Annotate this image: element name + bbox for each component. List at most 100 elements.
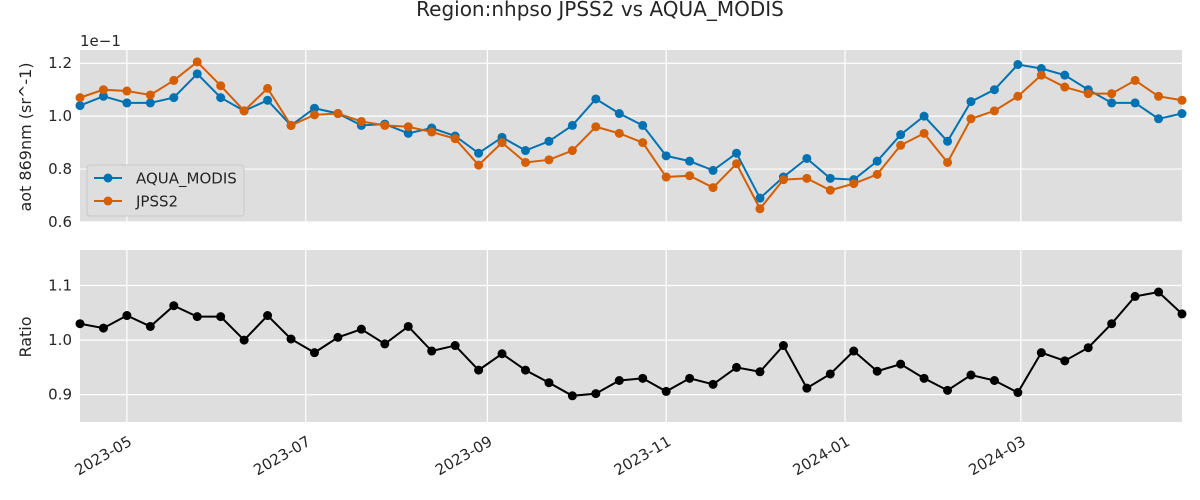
data-point-jpss2: [849, 179, 859, 189]
data-point-aqua-modis: [169, 93, 179, 103]
data-point-aqua-modis: [825, 173, 835, 183]
data-point-jpss2: [169, 75, 179, 85]
data-point-ratio: [872, 366, 882, 376]
y-tick-label: 1.1: [48, 276, 72, 294]
x-tick-label: 2023-07: [250, 432, 313, 479]
data-point-jpss2: [1130, 75, 1140, 85]
data-point-ratio: [825, 369, 835, 379]
data-point-aqua-modis: [638, 120, 648, 130]
data-point-aqua-modis: [263, 95, 273, 105]
data-point-jpss2: [216, 81, 226, 91]
top-plot-background: [80, 50, 1182, 222]
data-point-jpss2: [919, 128, 929, 138]
data-point-jpss2: [638, 138, 648, 148]
data-point-ratio: [896, 359, 906, 369]
data-point-jpss2: [1013, 91, 1023, 101]
data-point-aqua-modis: [403, 128, 413, 138]
data-point-aqua-modis: [802, 153, 812, 163]
x-tick-label: 2024-03: [966, 432, 1029, 479]
data-point-ratio: [239, 335, 249, 345]
data-point-aqua-modis: [661, 151, 671, 161]
data-point-aqua-modis: [896, 130, 906, 140]
data-point-ratio: [169, 301, 179, 311]
data-point-ratio: [614, 376, 624, 385]
y-tick-label: 0.6: [48, 213, 72, 231]
bottom-y-ticks: 0.9 1.0 1.1: [48, 276, 72, 403]
top-y-ticks: 0.6 0.8 1.0 1.2: [48, 54, 72, 231]
data-point-jpss2: [755, 204, 765, 214]
data-point-ratio: [403, 321, 413, 331]
data-point-jpss2: [309, 110, 319, 120]
legend-label-jpss2: JPSS2: [135, 193, 178, 211]
data-point-ratio: [520, 365, 530, 375]
data-point-ratio: [802, 383, 812, 393]
legend: AQUA_MODIS JPSS2: [86, 164, 245, 217]
data-point-jpss2: [1060, 82, 1070, 92]
data-point-jpss2: [122, 86, 132, 96]
data-point-ratio: [450, 341, 460, 351]
data-point-ratio: [497, 349, 507, 359]
data-point-ratio: [989, 376, 999, 385]
data-point-aqua-modis: [1060, 70, 1070, 80]
data-point-jpss2: [1177, 95, 1187, 105]
data-point-ratio: [356, 324, 366, 334]
top-offset-text: 1e−1: [80, 32, 121, 50]
data-point-aqua-modis: [872, 156, 882, 166]
data-point-jpss2: [708, 183, 718, 193]
data-point-ratio: [427, 346, 437, 356]
bottom-y-axis-label: Ratio: [16, 316, 35, 357]
data-point-ratio: [98, 323, 108, 333]
data-point-ratio: [145, 321, 155, 331]
data-point-jpss2: [98, 85, 108, 95]
data-point-jpss2: [239, 106, 249, 116]
data-point-ratio: [333, 332, 343, 342]
data-point-jpss2: [778, 175, 788, 185]
data-point-ratio: [216, 312, 226, 322]
data-point-ratio: [778, 341, 788, 351]
data-point-jpss2: [1083, 89, 1093, 99]
legend-box: [86, 164, 245, 217]
y-tick-label: 1.2: [48, 54, 72, 72]
data-point-aqua-modis: [919, 111, 929, 121]
x-tick-label: 2024-01: [790, 432, 853, 479]
data-point-ratio: [661, 386, 671, 396]
data-point-ratio: [1154, 287, 1164, 297]
data-point-aqua-modis: [145, 98, 155, 108]
bottom-grid: [80, 250, 1182, 422]
data-point-jpss2: [591, 122, 601, 132]
data-point-aqua-modis: [732, 148, 742, 158]
bottom-series: [75, 287, 1187, 401]
data-point-aqua-modis: [1013, 60, 1023, 70]
data-point-jpss2: [450, 134, 460, 144]
data-point-jpss2: [474, 160, 484, 170]
data-point-aqua-modis: [1154, 114, 1164, 124]
data-point-ratio: [638, 373, 648, 383]
data-point-aqua-modis: [1130, 98, 1140, 108]
bottom-panel: 0.91.01.1 Ratio 2023-05 2023-07 2023-09 202…: [16, 250, 1187, 479]
data-point-ratio: [943, 385, 953, 395]
data-point-aqua-modis: [755, 193, 765, 203]
data-point-ratio: [1013, 388, 1023, 398]
data-point-jpss2: [263, 83, 273, 93]
data-point-jpss2: [685, 171, 695, 181]
x-tick-label: 2023-09: [432, 432, 495, 479]
data-point-jpss2: [356, 116, 366, 126]
data-point-aqua-modis: [614, 109, 624, 119]
data-point-ratio: [1177, 309, 1187, 319]
data-point-ratio: [1130, 291, 1140, 301]
data-point-jpss2: [427, 127, 437, 137]
data-point-jpss2: [614, 128, 624, 138]
x-ticks: 2023-05 2023-07 2023-09 2023-11 2024-01 2024-…: [72, 432, 1029, 479]
legend-marker-aqua-modis: [103, 173, 113, 183]
data-point-aqua-modis: [591, 94, 601, 104]
legend-marker-jpss2: [103, 196, 113, 206]
data-point-jpss2: [286, 120, 296, 130]
data-point-ratio: [732, 362, 742, 372]
data-point-jpss2: [896, 140, 906, 150]
data-point-jpss2: [520, 157, 530, 167]
data-point-aqua-modis: [474, 148, 484, 158]
data-point-jpss2: [1154, 91, 1164, 101]
data-point-aqua-modis: [1036, 64, 1046, 74]
data-point-aqua-modis: [708, 165, 718, 175]
